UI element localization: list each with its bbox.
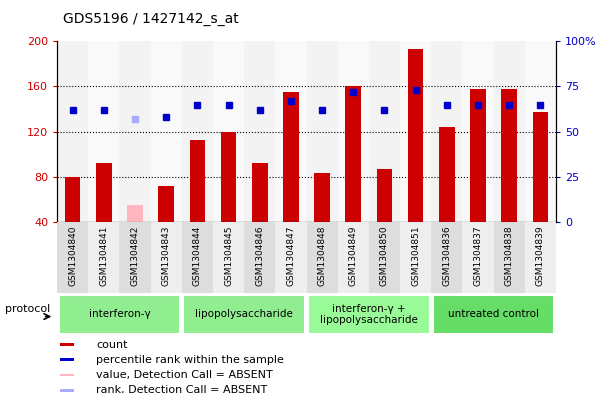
Bar (60, 358, 75, 361)
Bar (400, 222, 432, 293)
Bar (408, 49, 424, 222)
Bar (433, 295, 554, 334)
Bar (88, 222, 120, 293)
Bar (470, 89, 486, 222)
Text: GSM1304845: GSM1304845 (224, 226, 233, 286)
Text: GSM1304842: GSM1304842 (130, 226, 139, 286)
Bar (462, 222, 493, 293)
Bar (275, 222, 307, 293)
Text: lipopolysaccharide: lipopolysaccharide (195, 309, 293, 320)
Bar (88, 41, 120, 222)
Bar (283, 92, 299, 222)
Bar (151, 41, 182, 222)
Text: interferon-γ: interferon-γ (88, 309, 150, 320)
Bar (532, 112, 548, 222)
Text: interferon-γ +
lipopolysaccharide: interferon-γ + lipopolysaccharide (320, 304, 418, 325)
Bar (65, 177, 81, 222)
Text: GSM1304846: GSM1304846 (255, 226, 264, 286)
Bar (525, 222, 556, 293)
Bar (252, 163, 267, 222)
Bar (314, 173, 330, 222)
Text: GSM1304841: GSM1304841 (99, 226, 108, 286)
Text: GSM1304850: GSM1304850 (380, 226, 389, 286)
Bar (244, 41, 275, 222)
Bar (493, 222, 525, 293)
Bar (275, 41, 307, 222)
Bar (432, 222, 462, 293)
Bar (59, 295, 180, 334)
Text: percentile rank within the sample: percentile rank within the sample (96, 355, 284, 365)
Text: untreated control: untreated control (448, 309, 539, 320)
Bar (432, 41, 462, 222)
Bar (96, 163, 112, 222)
Bar (462, 41, 493, 222)
Bar (60, 389, 75, 391)
Bar (307, 41, 338, 222)
Bar (525, 41, 556, 222)
Text: GSM1304836: GSM1304836 (442, 226, 451, 286)
Text: GSM1304847: GSM1304847 (287, 226, 296, 286)
Bar (244, 222, 275, 293)
Text: value, Detection Call = ABSENT: value, Detection Call = ABSENT (96, 370, 273, 380)
Bar (151, 222, 182, 293)
Bar (57, 222, 88, 293)
Bar (369, 222, 400, 293)
Text: GSM1304838: GSM1304838 (505, 226, 514, 286)
Bar (439, 127, 454, 222)
Bar (346, 86, 361, 222)
Bar (400, 41, 432, 222)
Text: GDS5196 / 1427142_s_at: GDS5196 / 1427142_s_at (63, 12, 239, 26)
Bar (501, 89, 517, 222)
Bar (183, 295, 305, 334)
Bar (377, 169, 392, 222)
Text: rank, Detection Call = ABSENT: rank, Detection Call = ABSENT (96, 385, 267, 393)
Bar (493, 41, 525, 222)
Bar (159, 186, 174, 222)
Bar (213, 222, 244, 293)
Bar (182, 222, 213, 293)
Text: GSM1304844: GSM1304844 (193, 226, 202, 286)
Text: count: count (96, 340, 127, 349)
Text: protocol: protocol (5, 304, 50, 314)
Bar (189, 140, 205, 222)
Bar (60, 343, 75, 346)
Bar (338, 41, 369, 222)
Text: GSM1304849: GSM1304849 (349, 226, 358, 286)
Text: GSM1304848: GSM1304848 (317, 226, 326, 286)
Bar (308, 295, 430, 334)
Bar (369, 41, 400, 222)
Bar (127, 205, 143, 222)
Bar (307, 222, 338, 293)
Bar (221, 132, 236, 222)
Bar (338, 222, 369, 293)
Bar (182, 41, 213, 222)
Bar (57, 41, 88, 222)
Text: GSM1304839: GSM1304839 (536, 226, 545, 286)
Bar (60, 373, 75, 376)
Text: GSM1304843: GSM1304843 (162, 226, 171, 286)
Bar (120, 222, 151, 293)
Bar (213, 41, 244, 222)
Text: GSM1304837: GSM1304837 (474, 226, 483, 286)
Text: GSM1304851: GSM1304851 (411, 226, 420, 286)
Bar (120, 41, 151, 222)
Text: GSM1304840: GSM1304840 (68, 226, 77, 286)
